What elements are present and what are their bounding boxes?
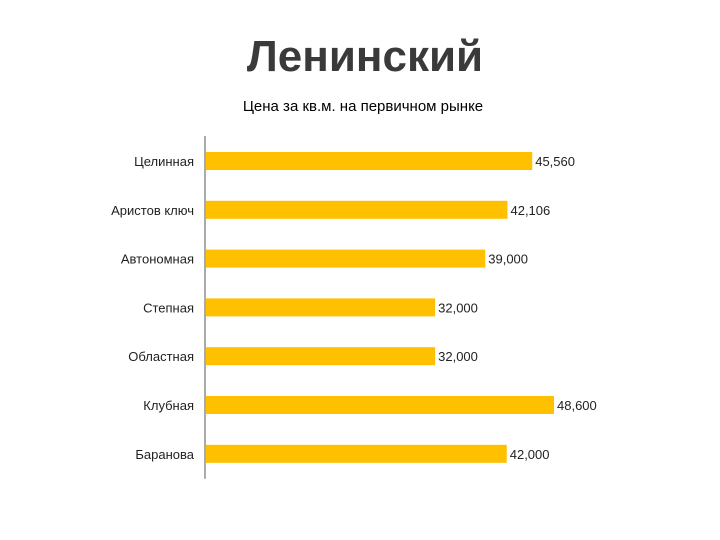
bar (206, 152, 533, 170)
value-label: 48,600 (557, 398, 597, 413)
bar (206, 347, 436, 366)
value-label: 32,000 (438, 349, 478, 364)
page-title: Ленинский (246, 32, 484, 81)
bar (206, 200, 508, 219)
chart-title: Цена за кв.м. на первичном рынке (242, 98, 484, 115)
value-label: 45,560 (535, 154, 575, 169)
value-label: 32,000 (438, 300, 478, 315)
category-label: Целинная (134, 154, 194, 169)
category-label: Баранова (135, 447, 194, 462)
category-label: Клубная (143, 398, 194, 413)
category-label: Аристов ключ (111, 203, 194, 218)
category-label: Областная (128, 349, 194, 364)
bar (206, 249, 486, 268)
category-label: Автономная (121, 252, 194, 267)
bar (206, 444, 507, 463)
value-label: 39,000 (488, 252, 528, 267)
value-label: 42,000 (510, 447, 550, 462)
bar (206, 396, 554, 414)
category-label: Степная (143, 300, 194, 315)
value-label: 42,106 (510, 203, 550, 218)
bar (206, 298, 436, 317)
